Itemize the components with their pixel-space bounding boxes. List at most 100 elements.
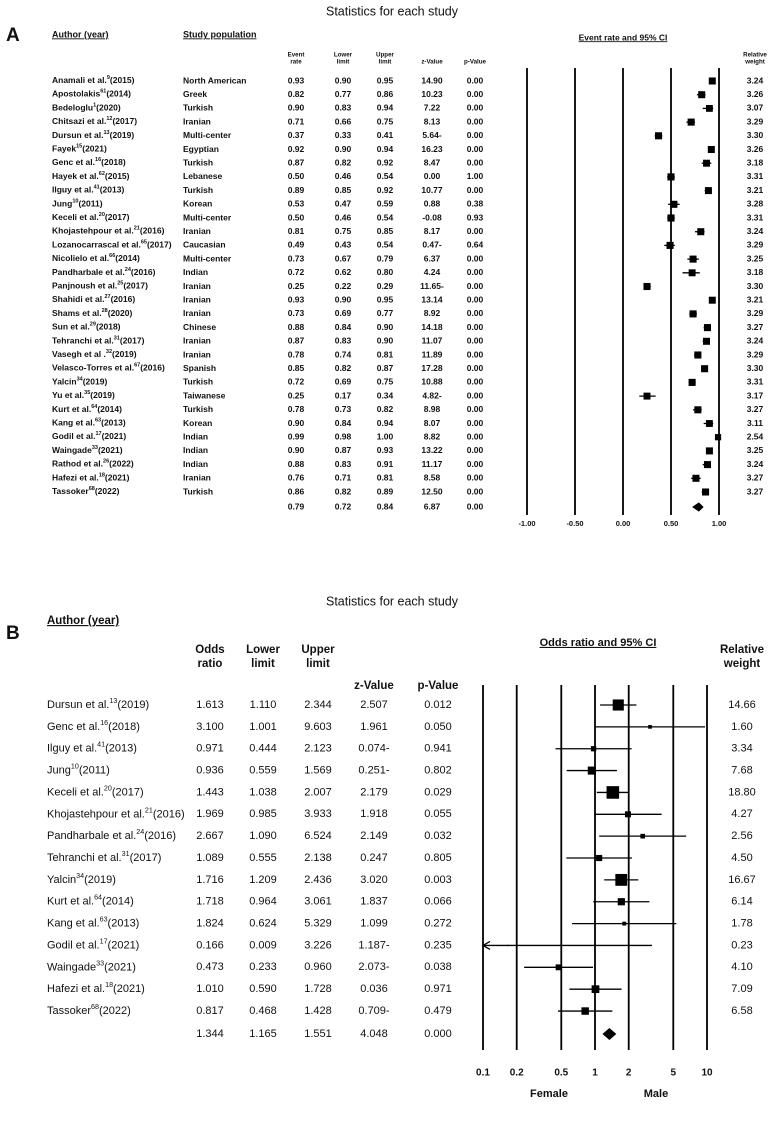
reference: 64 [91, 404, 98, 410]
cell-p: 0.805 [424, 852, 452, 864]
cell-lower: 0.69 [335, 377, 352, 387]
point-box [703, 461, 711, 469]
column-header: Relative [720, 644, 764, 656]
author: Fayek [52, 144, 76, 154]
cell-p: 0.055 [424, 808, 452, 820]
cell-value: 0.37 [288, 130, 305, 140]
cell-z: 8.47 [424, 157, 441, 167]
summary-diamond [692, 502, 704, 512]
reference: 32 [106, 349, 112, 355]
cell-p: 0.00 [467, 390, 484, 400]
column-header: Upper [301, 644, 335, 656]
cell-value: 1.824 [196, 918, 224, 930]
study-label: Hafezi et al.18(2021) [52, 473, 130, 483]
year: (2021) [108, 939, 140, 951]
reference: 68 [91, 1003, 99, 1011]
cell-weight: 3.21 [747, 294, 764, 304]
panel-label: A [6, 25, 20, 46]
cell-upper: 0.59 [377, 199, 394, 209]
cell-p: 0.00 [467, 267, 484, 277]
cell-upper: 0.92 [377, 157, 394, 167]
point-box [703, 337, 711, 345]
year: (2022) [99, 1005, 131, 1017]
cell-value: 0.92 [288, 144, 305, 154]
study-label: Genc et al.16(2018) [52, 157, 126, 167]
cell-weight: 3.21 [747, 185, 764, 195]
author: Jung [52, 199, 72, 209]
author: Tehranchi et al. [52, 336, 114, 346]
cell-weight: 16.67 [728, 874, 756, 886]
x-tick-label: -0.50 [566, 519, 583, 528]
year: (2011) [78, 199, 102, 209]
author: Ilguy et al. [47, 743, 97, 755]
cell-p: 0.64 [467, 240, 484, 250]
cell-p: 0.00 [467, 349, 484, 359]
study-label: Dursun et al.13(2019) [47, 697, 149, 711]
cell-lower: 0.69 [335, 308, 352, 318]
cell-value: 0.71 [288, 116, 305, 126]
study-label: Kurt et al.64(2014) [52, 404, 122, 414]
x-tick-label: -1.00 [518, 519, 535, 528]
cell-p: 0.93 [467, 212, 484, 222]
cell-p: 0.00 [467, 253, 484, 263]
population: Taiwanese [183, 390, 226, 400]
cell-p: 0.272 [424, 918, 452, 930]
cell-value: 0.76 [288, 473, 305, 483]
point-box [708, 77, 716, 85]
population: Turkish [183, 486, 213, 496]
cell-upper: 0.29 [377, 281, 394, 291]
cell-p: 0.00 [467, 75, 484, 85]
population-header: Study population [183, 29, 257, 39]
cell-upper: 0.77 [377, 308, 394, 318]
cell-value: 0.90 [288, 418, 305, 428]
cell-lower: 0.77 [335, 89, 352, 99]
cell-weight: 3.11 [747, 418, 763, 428]
summary-lower: 0.72 [335, 501, 352, 511]
x-tick-label: 0.5 [554, 1068, 568, 1079]
point-box [714, 434, 722, 441]
study-label: Yalcin34(2019) [52, 377, 107, 387]
cell-value: 0.73 [288, 253, 305, 263]
cell-upper: 0.85 [377, 226, 394, 236]
cell-weight: 1.60 [731, 721, 752, 733]
year: (2014) [115, 253, 140, 263]
author: Rathod et al. [52, 459, 103, 469]
cell-z: 4.82- [422, 390, 442, 400]
cell-z: 0.247 [360, 852, 388, 864]
author: Jung [47, 764, 71, 776]
cell-weight: 2.54 [747, 431, 764, 441]
cell-upper: 0.91 [377, 459, 394, 469]
cell-value: 0.73 [288, 308, 305, 318]
cell-lower: 0.43 [335, 240, 352, 250]
cell-z: 10.88 [421, 377, 443, 387]
reference: 67 [134, 363, 140, 369]
summary-value: 0.79 [288, 501, 305, 511]
cell-lower: 0.233 [249, 961, 277, 973]
author: Pandharbale et al. [52, 267, 125, 277]
population: Caucasian [183, 240, 226, 250]
population: Greek [183, 89, 207, 99]
study-label: Keceli et al.20(2017) [52, 212, 130, 222]
cell-value: 0.25 [288, 390, 305, 400]
year: (2019) [90, 390, 115, 400]
reference: 17 [100, 937, 108, 945]
population: Spanish [183, 363, 216, 373]
study-label: Fayek15(2021) [52, 144, 107, 154]
point-box [612, 699, 624, 711]
point-box [667, 173, 675, 181]
point-box [555, 964, 562, 971]
cell-upper: 3.061 [304, 896, 332, 908]
point-box [667, 214, 675, 222]
summary-diamond [602, 1027, 617, 1041]
year: (2013) [105, 743, 137, 755]
cell-lower: 0.964 [249, 896, 277, 908]
cell-z: 11.89 [422, 349, 443, 359]
author: Velasco-Torres et al. [52, 363, 134, 373]
column-header: p-Value [464, 59, 487, 66]
cell-p: 0.38 [467, 199, 484, 209]
author: Dursun et al. [52, 130, 103, 140]
cell-weight: 3.26 [747, 144, 764, 154]
reference: 9 [107, 75, 110, 81]
chart-title: Statistics for each study [326, 4, 459, 18]
cell-lower: 0.83 [335, 103, 352, 113]
